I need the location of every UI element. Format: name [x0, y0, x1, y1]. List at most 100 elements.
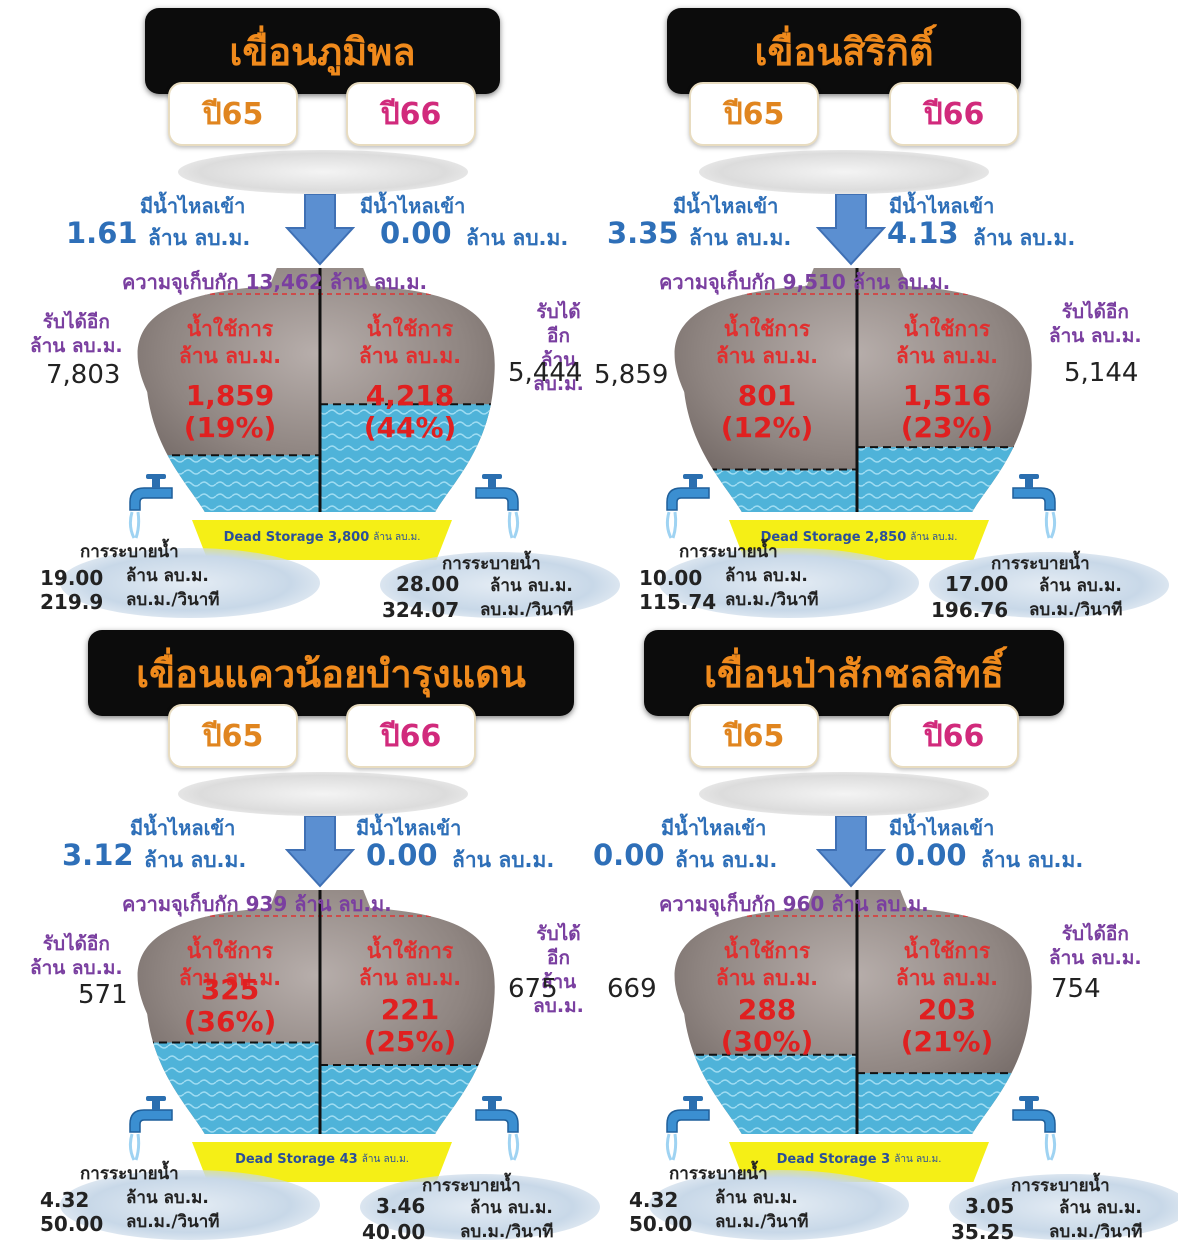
usable-prev-value: 288 (30%)	[720, 993, 814, 1058]
release-prev-unit: ล้าน ลบ.ม.	[715, 1188, 798, 1208]
receive-prev-label: รับได้อีก ล้าน ลบ.ม.	[30, 311, 123, 357]
year-prev-label: ปี65	[689, 82, 819, 146]
release-curr-m3: 3.46	[376, 1194, 426, 1218]
water-jar-icon	[674, 268, 1032, 512]
inflow-curr-label: มีน้ำไหลเข้า	[360, 194, 466, 218]
faucet-icon	[475, 1096, 520, 1161]
dam-title: เขื่อนป่าสักชลสิทธิ์	[644, 630, 1064, 716]
release-prev-unit: ล้าน ลบ.ม.	[725, 566, 808, 586]
release-prev-rate-unit: ลบ.ม./วินาที	[715, 1212, 809, 1232]
water-puddle	[360, 1174, 600, 1240]
year-curr-label: ปี66	[346, 82, 476, 146]
dam-title: เขื่อนสิริกิติ์	[667, 8, 1021, 94]
release-prev-m3: 10.00	[639, 566, 703, 590]
receive-prev-value: 5,859	[594, 360, 669, 390]
usable-prev-value: 1,859 (19%)	[183, 379, 277, 444]
dam-title: เขื่อนภูมิพล	[145, 8, 500, 94]
inflow-curr-unit: ล้าน ลบ.ม.	[466, 226, 569, 250]
receive-curr-label: รับได้อีก ล้าน ลบ.ม.	[533, 923, 584, 1017]
inflow-prev-unit: ล้าน ลบ.ม.	[148, 226, 251, 250]
release-prev-m3: 4.32	[629, 1188, 679, 1212]
release-prev-rate: 115.74	[639, 590, 717, 614]
water-puddle	[649, 1170, 909, 1240]
inflow-curr-value: 0.00	[366, 838, 438, 872]
release-curr-label: การระบายน้ำ	[442, 554, 541, 574]
usable-prev-label: น้ำใช้การ ล้าน ลบ.ม.	[178, 939, 282, 990]
usable-curr-label: น้ำใช้การ ล้าน ลบ.ม.	[358, 317, 462, 368]
release-prev-rate: 50.00	[629, 1212, 693, 1236]
receive-prev-label: รับได้อีก ล้าน ลบ.ม.	[30, 933, 123, 979]
water-jar-icon	[137, 268, 495, 512]
capacity-label: ความจุเก็บกัก 13,462 ล้าน ลบ.ม.	[122, 270, 428, 294]
release-prev-unit: ล้าน ลบ.ม.	[126, 566, 209, 586]
faucet-icon	[1012, 1096, 1057, 1161]
water-jar-icon	[137, 890, 495, 1134]
release-prev-rate-unit: ลบ.ม./วินาที	[126, 590, 220, 610]
dam-panel: เขื่อนสิริกิติ์ ปี65 ปี66 มีน้ำไหลเข้า มีน้ำ…	[589, 0, 1178, 622]
inflow-curr-unit: ล้าน ลบ.ม.	[981, 848, 1084, 872]
inflow-prev-value: 1.61	[66, 216, 138, 250]
inflow-curr-value: 0.00	[895, 838, 967, 872]
water-puddle	[60, 1170, 320, 1240]
year-prev-label: ปี65	[168, 704, 298, 768]
release-curr-m3: 17.00	[945, 572, 1009, 596]
release-curr-rate-unit: ลบ.ม./วินาที	[460, 1222, 554, 1242]
year-curr-label: ปี66	[346, 704, 476, 768]
cloud-decoration	[178, 150, 468, 194]
receive-curr-value: 675	[508, 974, 558, 1004]
release-prev-label: การระบายน้ำ	[80, 542, 179, 562]
receive-prev-value: 571	[78, 980, 128, 1010]
water-puddle	[929, 552, 1169, 618]
inflow-prev-unit: ล้าน ลบ.ม.	[675, 848, 778, 872]
release-curr-rate: 35.25	[951, 1220, 1015, 1244]
down-arrow-icon	[816, 816, 886, 888]
release-curr-unit: ล้าน ลบ.ม.	[1039, 576, 1122, 596]
capacity-label: ความจุเก็บกัก 9,510 ล้าน ลบ.ม.	[659, 270, 951, 294]
cloud-decoration	[699, 772, 989, 816]
release-curr-m3: 28.00	[396, 572, 460, 596]
water-puddle	[380, 552, 620, 618]
release-prev-unit: ล้าน ลบ.ม.	[126, 1188, 209, 1208]
faucet-icon	[665, 1096, 710, 1161]
usable-curr-label: น้ำใช้การ ล้าน ลบ.ม.	[895, 317, 999, 368]
receive-curr-value: 754	[1051, 974, 1101, 1004]
release-curr-rate-unit: ลบ.ม./วินาที	[1029, 600, 1123, 620]
release-prev-m3: 4.32	[40, 1188, 90, 1212]
inflow-prev-unit: ล้าน ลบ.ม.	[144, 848, 247, 872]
usable-prev-label: น้ำใช้การ ล้าน ลบ.ม.	[715, 939, 819, 990]
water-jar-icon	[674, 890, 1032, 1134]
cloud-decoration	[699, 150, 989, 194]
capacity-label: ความจุเก็บกัก 960 ล้าน ลบ.ม.	[659, 892, 929, 916]
usable-curr-label: น้ำใช้การ ล้าน ลบ.ม.	[358, 939, 462, 990]
inflow-curr-value: 4.13	[887, 216, 959, 250]
faucet-icon	[128, 1096, 173, 1161]
release-curr-label: การระบายน้ำ	[422, 1176, 521, 1196]
release-prev-rate: 50.00	[40, 1212, 104, 1236]
release-curr-label: การระบายน้ำ	[991, 554, 1090, 574]
release-curr-label: การระบายน้ำ	[1011, 1176, 1110, 1196]
inflow-prev-label: มีน้ำไหลเข้า	[130, 816, 236, 840]
faucet-icon	[665, 474, 710, 539]
receive-curr-value: 5,444	[508, 358, 583, 388]
release-curr-unit: ล้าน ลบ.ม.	[490, 576, 573, 596]
receive-prev-value: 7,803	[46, 360, 121, 390]
dam-panel: เขื่อนป่าสักชลสิทธิ์ ปี65 ปี66 มีน้ำไหลเข้า…	[589, 622, 1178, 1244]
receive-curr-label: รับได้อีก ล้าน ลบ.ม.	[1049, 301, 1142, 347]
water-puddle	[659, 548, 919, 618]
release-curr-rate: 324.07	[382, 598, 460, 622]
usable-curr-value: 1,516 (23%)	[900, 379, 994, 444]
release-curr-rate-unit: ลบ.ม./วินาที	[1049, 1222, 1143, 1242]
usable-curr-value: 221 (25%)	[363, 993, 457, 1058]
receive-curr-label: รับได้อีก ล้าน ลบ.ม.	[533, 301, 584, 395]
receive-curr-value: 5,144	[1064, 358, 1139, 388]
down-arrow-icon	[285, 816, 355, 888]
release-curr-rate-unit: ลบ.ม./วินาที	[480, 600, 574, 620]
water-puddle	[60, 548, 320, 618]
usable-curr-value: 203 (21%)	[900, 993, 994, 1058]
usable-prev-label: น้ำใช้การ ล้าน ลบ.ม.	[715, 317, 819, 368]
year-curr-label: ปี66	[889, 82, 1019, 146]
release-prev-label: การระบายน้ำ	[80, 1164, 179, 1184]
inflow-prev-unit: ล้าน ลบ.ม.	[689, 226, 792, 250]
release-prev-rate: 219.9	[40, 590, 104, 614]
release-curr-unit: ล้าน ลบ.ม.	[1059, 1198, 1142, 1218]
